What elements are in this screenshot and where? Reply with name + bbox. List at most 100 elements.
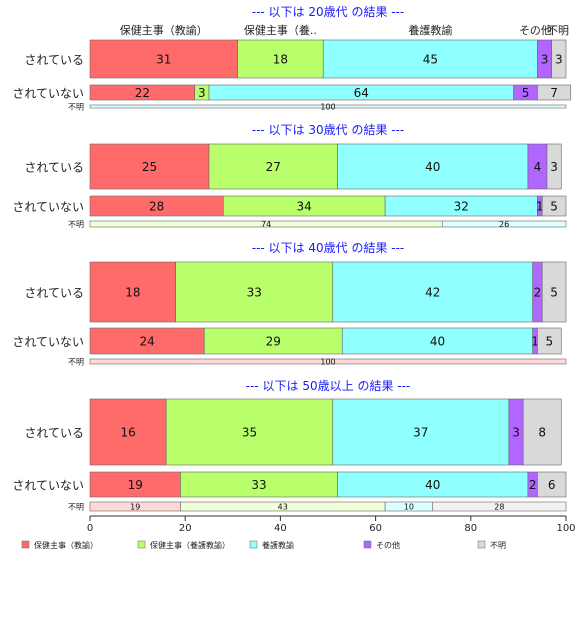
bar-segment-1-0-1 bbox=[208, 143, 338, 190]
bar-segment-3-0-0 bbox=[89, 398, 167, 466]
bar-segment-1-1-4 bbox=[541, 195, 567, 217]
data-label-1-0-0: 25 bbox=[142, 160, 157, 174]
legend-label-2: 養護教諭 bbox=[262, 540, 294, 550]
data-label-1-0-4: 3 bbox=[550, 160, 558, 174]
legend-swatch-0 bbox=[21, 540, 30, 549]
legend-swatch-4 bbox=[477, 540, 486, 549]
data-label-0-1-0: 22 bbox=[135, 86, 150, 100]
data-label-3-0-1: 35 bbox=[242, 426, 257, 440]
data-label-3-1-3: 2 bbox=[529, 478, 537, 492]
x-tick-label-3: 60 bbox=[369, 523, 382, 534]
data-label-2-1-0: 24 bbox=[139, 335, 154, 349]
bar-segment-0-0-1 bbox=[237, 39, 324, 79]
bar-segment-2-2-0 bbox=[89, 358, 567, 365]
row-label-0-2: 不明 bbox=[68, 103, 84, 112]
category-header-3: その他 bbox=[519, 24, 552, 37]
data-label-1-0-1: 27 bbox=[266, 160, 281, 174]
data-label-3-2-0: 19 bbox=[130, 503, 140, 512]
data-label-0-1-1: 3 bbox=[198, 86, 206, 100]
data-label-0-0-3: 3 bbox=[541, 53, 549, 67]
data-label-2-0-1: 33 bbox=[247, 286, 262, 300]
data-label-0-0-1: 18 bbox=[273, 53, 288, 67]
data-label-0-0-4: 3 bbox=[555, 53, 563, 67]
data-label-3-1-2: 40 bbox=[425, 478, 440, 492]
bar-segment-3-0-1 bbox=[165, 398, 334, 466]
data-label-2-0-3: 2 bbox=[534, 286, 542, 300]
group-title-3: --- 以下は 50歳以上 の結果 --- bbox=[246, 379, 411, 393]
legend-label-1: 保健主事（養護教諭） bbox=[150, 540, 230, 550]
bar-segment-2-0-2 bbox=[332, 261, 533, 323]
data-label-2-1-1: 29 bbox=[266, 335, 281, 349]
bar-segment-0-2-2 bbox=[89, 104, 567, 109]
bar-segment-0-0-4 bbox=[551, 39, 567, 79]
x-tick-label-2: 40 bbox=[274, 523, 287, 534]
bar-segment-1-0-0 bbox=[89, 143, 210, 190]
data-label-1-2-1: 74 bbox=[261, 220, 271, 229]
data-label-3-2-1: 43 bbox=[278, 503, 288, 512]
bar-segment-1-0-2 bbox=[337, 143, 529, 190]
data-label-3-1-0: 19 bbox=[128, 478, 143, 492]
legend-label-0: 保健主事（教諭） bbox=[34, 540, 98, 550]
row-label-0-1: されていない bbox=[12, 87, 84, 101]
data-label-1-0-2: 40 bbox=[425, 160, 440, 174]
data-label-1-1-0: 28 bbox=[149, 200, 164, 214]
row-label-2-1: されていない bbox=[12, 335, 84, 349]
bar-segment-2-1-1 bbox=[203, 327, 343, 355]
data-label-2-2-0: 100 bbox=[320, 358, 335, 367]
x-tick-label-5: 100 bbox=[556, 523, 575, 534]
data-label-2-0-4: 5 bbox=[550, 286, 558, 300]
bar-segment-2-1-4 bbox=[537, 327, 562, 355]
legend-swatch-3 bbox=[363, 540, 372, 549]
group-title-2: --- 以下は 40歳代 の結果 --- bbox=[252, 241, 405, 255]
data-label-0-1-3: 5 bbox=[522, 86, 530, 100]
x-tick-label-4: 80 bbox=[464, 523, 477, 534]
bar-segment-0-1-4 bbox=[537, 84, 572, 101]
data-label-0-0-2: 45 bbox=[423, 53, 438, 67]
row-label-0-0: されている bbox=[24, 53, 84, 67]
data-label-0-0-0: 31 bbox=[156, 53, 171, 67]
bar-segment-3-2-4 bbox=[432, 501, 567, 512]
data-label-2-1-2: 40 bbox=[430, 335, 445, 349]
data-label-1-1-4: 5 bbox=[550, 200, 558, 214]
legend-swatch-1 bbox=[137, 540, 146, 549]
data-label-0-1-4: 7 bbox=[550, 86, 558, 100]
bar-segment-3-1-0 bbox=[89, 471, 181, 498]
data-label-2-1-3: 1 bbox=[531, 335, 539, 349]
bar-segment-2-1-2 bbox=[341, 327, 533, 355]
row-label-1-1: されていない bbox=[12, 200, 84, 214]
row-label-3-0: されている bbox=[24, 426, 84, 440]
row-label-3-1: されていない bbox=[12, 479, 84, 493]
category-header-2: 養護教諭 bbox=[408, 23, 452, 37]
group-title-1: --- 以下は 30歳代 の結果 --- bbox=[252, 123, 405, 137]
legend-label-4: 不明 bbox=[490, 541, 506, 550]
category-header-0: 保健主事（教諭） bbox=[120, 23, 208, 37]
data-label-3-2-4: 28 bbox=[494, 503, 504, 512]
data-label-0-2-2: 100 bbox=[320, 103, 335, 112]
data-label-2-1-4: 5 bbox=[546, 335, 554, 349]
data-label-3-0-4: 8 bbox=[538, 426, 546, 440]
data-label-3-2-2: 10 bbox=[404, 503, 414, 512]
category-header-1: 保健主事（養.. bbox=[244, 23, 317, 37]
data-label-0-1-2: 64 bbox=[354, 86, 369, 100]
legend-swatch-2 bbox=[249, 540, 258, 549]
legend-label-3: その他 bbox=[376, 540, 400, 550]
group-title-0: --- 以下は 20歳代 の結果 --- bbox=[252, 5, 405, 19]
data-label-3-0-0: 16 bbox=[120, 426, 135, 440]
bar-segment-1-0-4 bbox=[546, 143, 562, 190]
data-label-3-0-2: 37 bbox=[413, 426, 428, 440]
data-label-1-1-2: 32 bbox=[454, 200, 469, 214]
bar-segment-3-1-1 bbox=[180, 471, 338, 498]
data-label-2-0-2: 42 bbox=[425, 286, 440, 300]
bar-segment-3-1-4 bbox=[537, 471, 567, 498]
bar-segment-2-0-4 bbox=[541, 261, 567, 323]
bar-segment-1-2-2 bbox=[441, 220, 567, 228]
data-label-1-0-3: 4 bbox=[534, 160, 542, 174]
category-header-4: 不明 bbox=[547, 24, 569, 37]
bar-segment-2-0-0 bbox=[89, 261, 176, 323]
data-label-3-1-1: 33 bbox=[251, 478, 266, 492]
row-label-2-2: 不明 bbox=[68, 358, 84, 367]
data-label-1-1-1: 34 bbox=[297, 200, 312, 214]
x-tick-label-1: 20 bbox=[179, 523, 192, 534]
